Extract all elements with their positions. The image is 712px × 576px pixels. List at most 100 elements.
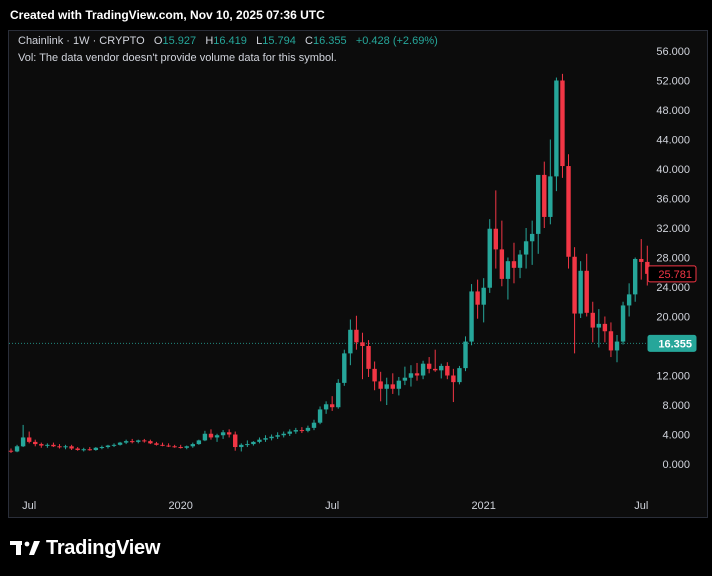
candle[interactable] — [299, 427, 305, 434]
candle[interactable] — [26, 431, 32, 444]
candle[interactable] — [560, 73, 565, 178]
candle[interactable] — [33, 439, 38, 447]
candle[interactable] — [269, 434, 274, 441]
candle[interactable] — [596, 309, 602, 348]
candle[interactable] — [251, 441, 256, 446]
candle[interactable] — [329, 396, 335, 411]
candle[interactable] — [202, 430, 208, 442]
candle[interactable] — [111, 443, 117, 448]
candle[interactable] — [426, 357, 432, 374]
candle[interactable] — [178, 444, 183, 449]
candle[interactable] — [548, 139, 553, 225]
candle[interactable] — [354, 315, 359, 350]
candle[interactable] — [402, 366, 408, 386]
candle[interactable] — [366, 340, 371, 377]
candle[interactable] — [645, 245, 650, 286]
candle[interactable] — [293, 427, 299, 434]
candle[interactable] — [439, 363, 444, 379]
candle[interactable] — [14, 444, 20, 453]
candle[interactable] — [408, 365, 414, 387]
symbol-name[interactable]: Chainlink · 1W · CRYPTO — [18, 35, 145, 47]
candle[interactable] — [487, 219, 492, 293]
candle[interactable] — [233, 431, 238, 451]
candle[interactable] — [420, 360, 426, 380]
candle[interactable] — [348, 319, 353, 366]
candle[interactable] — [590, 301, 595, 343]
candle[interactable] — [39, 442, 44, 448]
candle[interactable] — [136, 439, 141, 444]
candle[interactable] — [51, 442, 56, 448]
candle[interactable] — [154, 441, 159, 446]
candle[interactable] — [317, 406, 323, 425]
candle[interactable] — [142, 438, 147, 443]
candle[interactable] — [336, 379, 341, 409]
candle[interactable] — [208, 429, 214, 440]
candle[interactable] — [372, 361, 377, 391]
candle[interactable] — [475, 279, 480, 319]
candle[interactable] — [360, 332, 365, 380]
candle[interactable] — [445, 362, 450, 380]
candle[interactable] — [469, 284, 474, 346]
candle[interactable] — [620, 301, 626, 345]
candle[interactable] — [93, 447, 99, 451]
candle[interactable] — [123, 439, 129, 445]
candle[interactable] — [190, 442, 195, 448]
candle[interactable] — [542, 161, 547, 228]
candle[interactable] — [342, 349, 347, 386]
candle[interactable] — [45, 443, 50, 448]
candle[interactable] — [566, 154, 571, 269]
candle[interactable] — [390, 373, 395, 394]
candle[interactable] — [305, 425, 311, 433]
candle[interactable] — [148, 439, 153, 445]
candle[interactable] — [281, 431, 286, 438]
candle[interactable] — [626, 283, 632, 317]
candle[interactable] — [396, 376, 402, 396]
candle[interactable] — [8, 448, 14, 453]
candle[interactable] — [511, 242, 517, 284]
candle[interactable] — [493, 190, 498, 269]
candle[interactable] — [584, 253, 589, 317]
candle[interactable] — [220, 430, 226, 439]
candle[interactable] — [20, 424, 26, 448]
candle[interactable] — [572, 247, 577, 354]
candle[interactable] — [378, 371, 383, 402]
candle[interactable] — [257, 437, 262, 444]
candle[interactable] — [87, 447, 92, 451]
candle[interactable] — [529, 220, 535, 265]
candle[interactable] — [81, 447, 86, 452]
candle[interactable] — [602, 316, 608, 343]
candle[interactable] — [184, 445, 189, 450]
candle[interactable] — [245, 440, 250, 448]
candle[interactable] — [639, 239, 644, 280]
candle[interactable] — [105, 444, 111, 449]
candle[interactable] — [463, 336, 468, 372]
candle[interactable] — [130, 438, 135, 444]
candle[interactable] — [554, 77, 559, 192]
candle[interactable] — [384, 377, 389, 405]
candle[interactable] — [275, 432, 280, 439]
candle[interactable] — [75, 447, 80, 451]
candle[interactable] — [517, 250, 523, 279]
candle[interactable] — [632, 257, 638, 302]
candle[interactable] — [499, 220, 505, 287]
candle[interactable] — [99, 445, 105, 450]
candle[interactable] — [457, 365, 462, 385]
candle[interactable] — [287, 429, 292, 436]
candle[interactable] — [311, 419, 317, 431]
candle[interactable] — [323, 401, 329, 414]
candle[interactable] — [451, 368, 456, 403]
candle[interactable] — [196, 439, 202, 445]
candle[interactable] — [608, 322, 614, 358]
candle[interactable] — [481, 278, 486, 323]
candle[interactable] — [160, 442, 165, 447]
candle[interactable] — [505, 257, 511, 300]
candle[interactable] — [117, 441, 123, 446]
candle[interactable] — [578, 261, 583, 318]
candle[interactable] — [63, 444, 68, 450]
candle[interactable] — [433, 349, 438, 372]
candle[interactable] — [214, 433, 220, 442]
candle[interactable] — [166, 443, 171, 448]
candle[interactable] — [239, 443, 244, 452]
candle[interactable] — [172, 444, 177, 448]
